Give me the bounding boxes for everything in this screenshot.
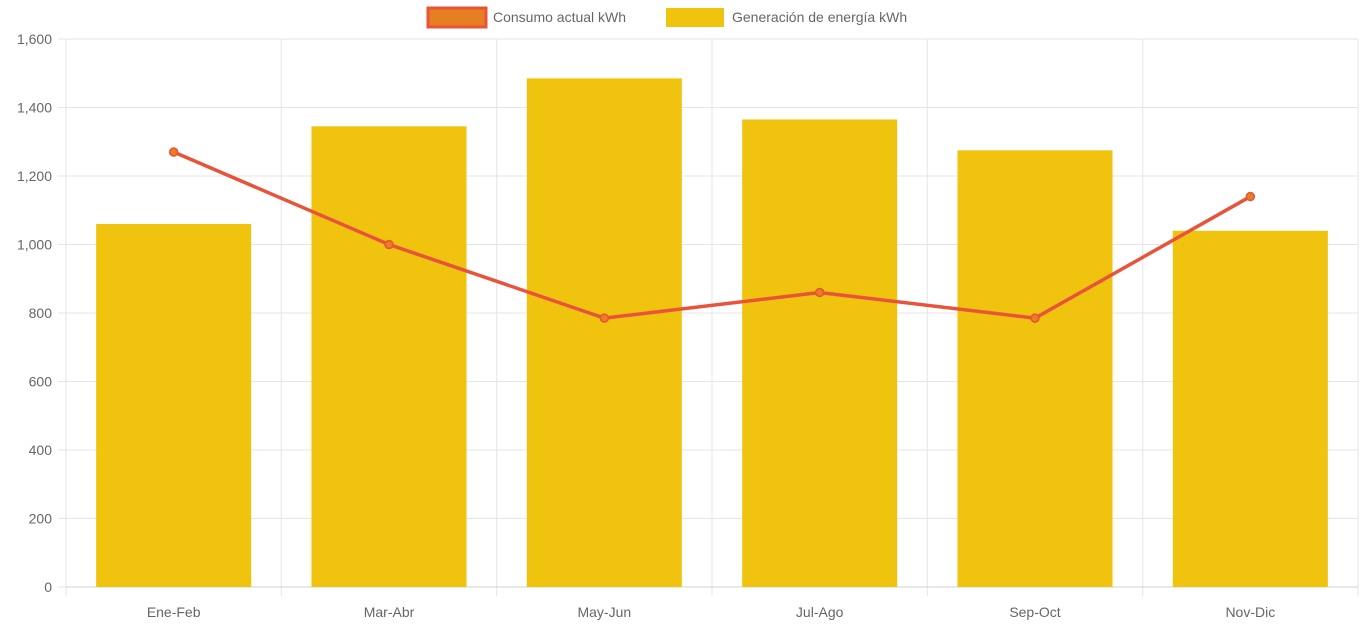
y-tick-label: 400: [29, 442, 53, 458]
y-tick-label: 1,400: [17, 100, 52, 116]
y-tick-label: 600: [29, 374, 53, 390]
x-axis: Ene-Feb Mar-Abr May-Jun Jul-Ago Sep-Oct Nov-D…: [147, 604, 1275, 620]
legend-label-generacion: Generación de energía kWh: [732, 9, 907, 25]
y-tick-label: 1,200: [17, 168, 52, 184]
x-tick-label: May-Jun: [577, 604, 631, 620]
x-tick-label: Jul-Ago: [796, 604, 844, 620]
bar: [96, 223, 252, 587]
bar: [526, 78, 682, 587]
y-tick-label: 1,000: [17, 237, 52, 253]
bar: [1172, 230, 1328, 588]
y-tick-label: 800: [29, 305, 53, 321]
bar: [957, 150, 1113, 587]
legend: Consumo actual kWh Generación de energía…: [426, 6, 907, 29]
legend-swatch-generacion: [666, 8, 724, 27]
data-point: [599, 313, 610, 323]
data-point: [168, 147, 179, 157]
x-tick-label: Ene-Feb: [147, 604, 201, 620]
data-point: [1245, 191, 1256, 202]
series-line: [171, 150, 1253, 320]
x-tick-label: Mar-Abr: [364, 604, 415, 620]
bar-series-generacion: [96, 78, 1328, 588]
y-axis: 0 200 400 600 800 1,000 1,200 1,400 1,600: [17, 31, 52, 595]
legend-label-consumo: Consumo actual kWh: [493, 9, 626, 25]
y-tick-label: 200: [29, 511, 53, 527]
line-series-consumo: [168, 147, 1256, 323]
bar: [311, 126, 467, 588]
bar: [742, 119, 898, 588]
x-tick-label: Sep-Oct: [1009, 604, 1060, 620]
legend-swatch-consumo: [426, 6, 488, 29]
y-tick-label: 0: [44, 579, 52, 595]
data-point: [384, 239, 394, 250]
legend-item-generacion[interactable]: Generación de energía kWh: [666, 8, 907, 27]
legend-item-consumo[interactable]: Consumo actual kWh: [426, 6, 626, 29]
data-point: [1030, 313, 1040, 323]
y-tick-label: 1,600: [17, 31, 52, 47]
data-point: [814, 287, 825, 298]
x-tick-label: Nov-Dic: [1225, 604, 1275, 620]
grid: [58, 38, 1359, 596]
